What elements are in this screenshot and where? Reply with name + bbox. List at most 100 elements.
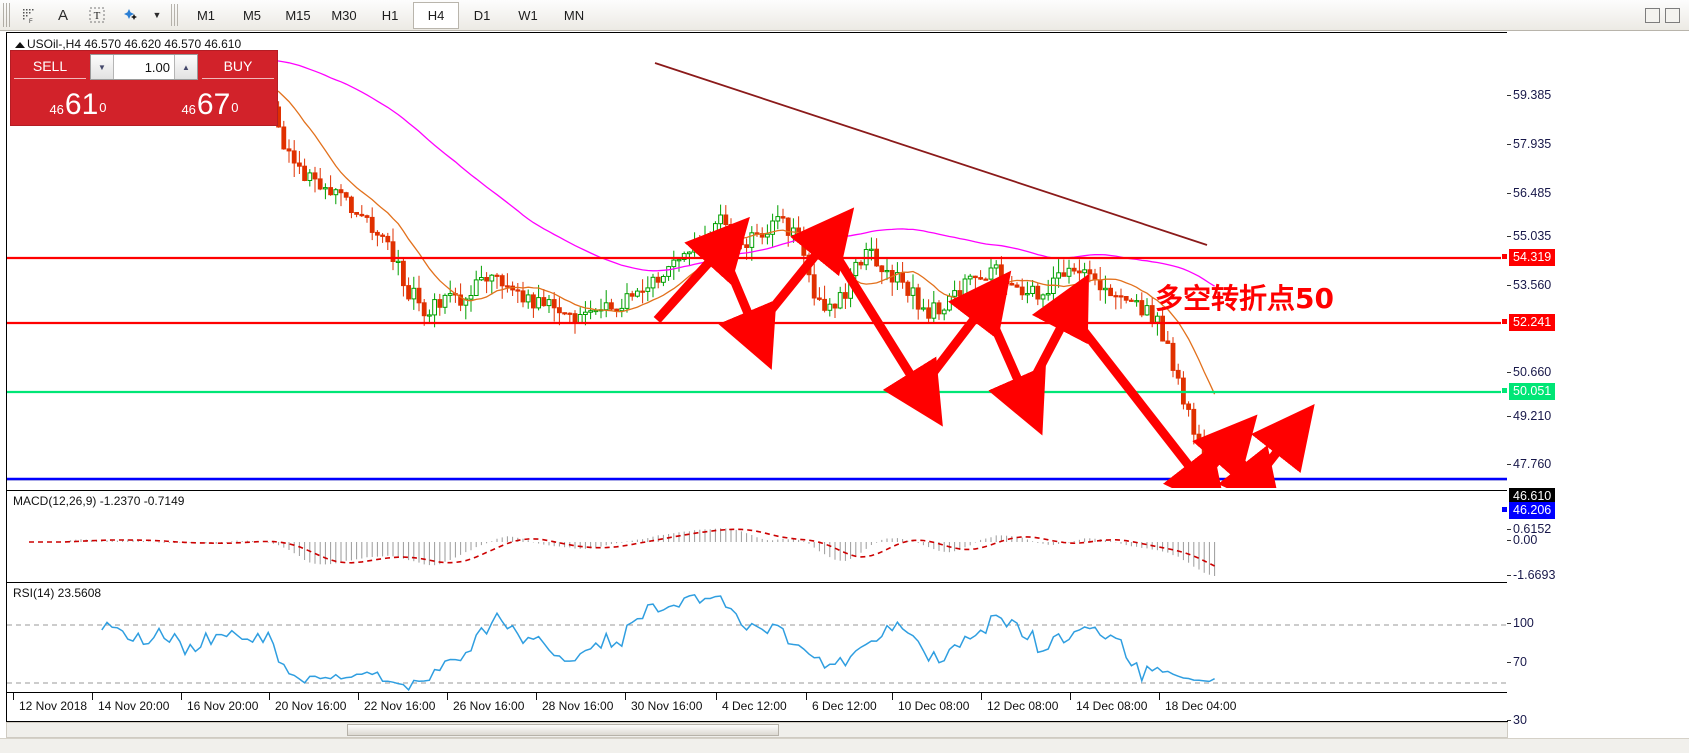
price-tick-57-935: 57.935	[1506, 137, 1552, 151]
volume-stepper[interactable]: ▼ 1.00 ▲	[90, 54, 198, 80]
price-tick-55-035: 55.035	[1506, 229, 1552, 243]
time-tick	[1159, 693, 1160, 700]
time-label: 12 Dec 08:00	[987, 699, 1059, 713]
one-click-trading-panel[interactable]: SELL ▼ 1.00 ▲ BUY 46 61 0 46 67 0	[10, 50, 278, 126]
time-label: 26 Nov 16:00	[453, 699, 525, 713]
buy-price-display[interactable]: 46 67 0	[146, 80, 274, 120]
crosshair-f-icon[interactable]: F	[13, 1, 45, 29]
timeframe-m1[interactable]: M1	[196, 7, 216, 23]
price-tick-49-210: 49.210	[1506, 409, 1552, 423]
horizontal-scrollbar[interactable]	[6, 722, 1508, 738]
support-level-badge-handle[interactable]	[1501, 387, 1508, 394]
time-label: 22 Nov 16:00	[364, 699, 436, 713]
symbol-ohlc-label: USOil-,H4 46.570 46.620 46.570 46.610	[27, 37, 242, 51]
timeframe-m15[interactable]: M15	[285, 7, 311, 23]
price-tick-47-760: 47.760	[1506, 457, 1552, 471]
sell-price-prefix: 46	[49, 102, 64, 117]
timeframe-m30[interactable]: M30	[331, 7, 357, 23]
text-a-icon[interactable]: A	[57, 6, 68, 24]
toolbar-separator	[171, 4, 178, 26]
chart-frame[interactable]: USOil-,H4 46.570 46.620 46.570 46.610	[6, 32, 1508, 722]
macd-tick-16693: -1.6693	[1506, 568, 1556, 582]
macd-label: MACD(12,26,9) -1.2370 -0.7149	[13, 494, 185, 508]
trade-panel-quotes: 46 61 0 46 67 0	[11, 79, 277, 123]
time-tick	[716, 693, 717, 700]
timeframe-w1[interactable]: W1	[518, 7, 538, 23]
window-control-icon[interactable]	[1645, 7, 1660, 23]
dropdown-arrow-icon[interactable]: ▼	[152, 10, 162, 20]
rsi-tick-30: 30	[1507, 713, 1527, 727]
price-tick-59-385: 59.385	[1506, 88, 1552, 102]
time-label: 12 Nov 2018	[19, 699, 88, 713]
time-label: 30 Nov 16:00	[631, 699, 703, 713]
objects-icon[interactable]	[115, 1, 147, 29]
top-toolbar: F A T ▼ M1 M5 M15 M30 H1 H4 D1 W1 MN	[0, 0, 1689, 31]
bid-level-badge[interactable]: 46.206	[1509, 502, 1556, 519]
buy-button[interactable]: BUY	[202, 54, 274, 79]
price-scale[interactable]: 59.385 57.935 56.485 55.035 53.560 50.660 49.2…	[1501, 32, 1689, 727]
rsi-tick-100: 100	[1507, 616, 1534, 630]
volume-decrease-icon[interactable]: ▼	[91, 55, 114, 79]
time-tick	[981, 693, 982, 700]
window-control-2-icon[interactable]	[1665, 7, 1680, 23]
timeframe-group: M1 M5 M15 M30 H1 H4 D1 W1 MN	[183, 1, 597, 29]
price-pane[interactable]: USOil-,H4 46.570 46.620 46.570 46.610	[7, 33, 1507, 488]
time-tick	[625, 693, 626, 700]
resistance-level-2-badge-handle[interactable]	[1501, 318, 1508, 325]
time-tick	[269, 693, 270, 700]
volume-input[interactable]: 1.00	[144, 59, 170, 75]
price-tick-50-660: 50.660	[1506, 365, 1552, 379]
rsi-pane[interactable]: RSI(14) 23.5608	[7, 582, 1507, 692]
rsi-chart-svg	[7, 593, 1507, 692]
sell-button[interactable]: SELL	[14, 54, 86, 79]
time-label: 10 Dec 08:00	[898, 699, 970, 713]
time-label: 14 Nov 20:00	[98, 699, 170, 713]
sell-price-display[interactable]: 46 61 0	[14, 80, 142, 120]
status-bar	[0, 738, 1689, 753]
last-price-badge[interactable]: 46.610	[1509, 488, 1556, 505]
time-label: 6 Dec 12:00	[812, 699, 877, 713]
timeframe-h1[interactable]: H1	[381, 7, 399, 23]
time-label: 20 Nov 16:00	[275, 699, 347, 713]
macd-chart-svg	[29, 528, 1216, 576]
price-tick-56-485: 56.485	[1506, 186, 1552, 200]
price-tick-53-560: 53.560	[1506, 278, 1552, 292]
resistance-level-badge[interactable]: 54.319	[1509, 249, 1556, 266]
timeframe-d1[interactable]: D1	[473, 7, 491, 23]
bid-level-badge-handle[interactable]	[1501, 506, 1508, 513]
timeframe-m5[interactable]: M5	[242, 7, 262, 23]
resistance-level-2-badge[interactable]: 52.241	[1509, 314, 1556, 331]
buy-price-sup: 0	[231, 100, 239, 115]
volume-increase-icon[interactable]: ▲	[174, 55, 197, 79]
time-tick	[13, 693, 14, 700]
sell-price-sup: 0	[99, 100, 107, 115]
macd-tick-000: 0.00	[1506, 533, 1538, 547]
time-label: 14 Dec 08:00	[1076, 699, 1148, 713]
trade-panel-controls: SELL ▼ 1.00 ▲ BUY	[11, 51, 277, 80]
rsi-tick-70: 70	[1507, 655, 1527, 669]
support-level-badge[interactable]: 50.051	[1509, 383, 1556, 400]
time-label: 16 Nov 20:00	[187, 699, 259, 713]
resistance-level-badge-handle[interactable]	[1501, 253, 1508, 260]
timeframe-h4[interactable]: H4	[413, 1, 459, 29]
time-tick	[1070, 693, 1071, 700]
time-label: 4 Dec 12:00	[722, 699, 787, 713]
time-label: 28 Nov 16:00	[542, 699, 614, 713]
timeframe-mn[interactable]: MN	[563, 7, 585, 23]
rsi-label: RSI(14) 23.5608	[13, 586, 102, 600]
time-label: 18 Dec 04:00	[1165, 699, 1237, 713]
buy-price-prefix: 46	[181, 102, 196, 117]
text-box-icon[interactable]: T	[81, 1, 113, 29]
scrollbar-thumb[interactable]	[347, 724, 779, 736]
svg-text:F: F	[29, 19, 33, 24]
time-tick	[892, 693, 893, 700]
macd-tick-06152: 0.6152	[1506, 522, 1552, 536]
time-tick	[536, 693, 537, 700]
macd-pane[interactable]: MACD(12,26,9) -1.2370 -0.7149	[7, 490, 1507, 581]
time-tick	[92, 693, 93, 700]
toolbar-grip[interactable]	[3, 3, 10, 27]
time-tick	[358, 693, 359, 700]
collapse-triangle-icon[interactable]	[15, 42, 25, 48]
chart-annotation: 多空转折点50	[1155, 282, 1334, 315]
